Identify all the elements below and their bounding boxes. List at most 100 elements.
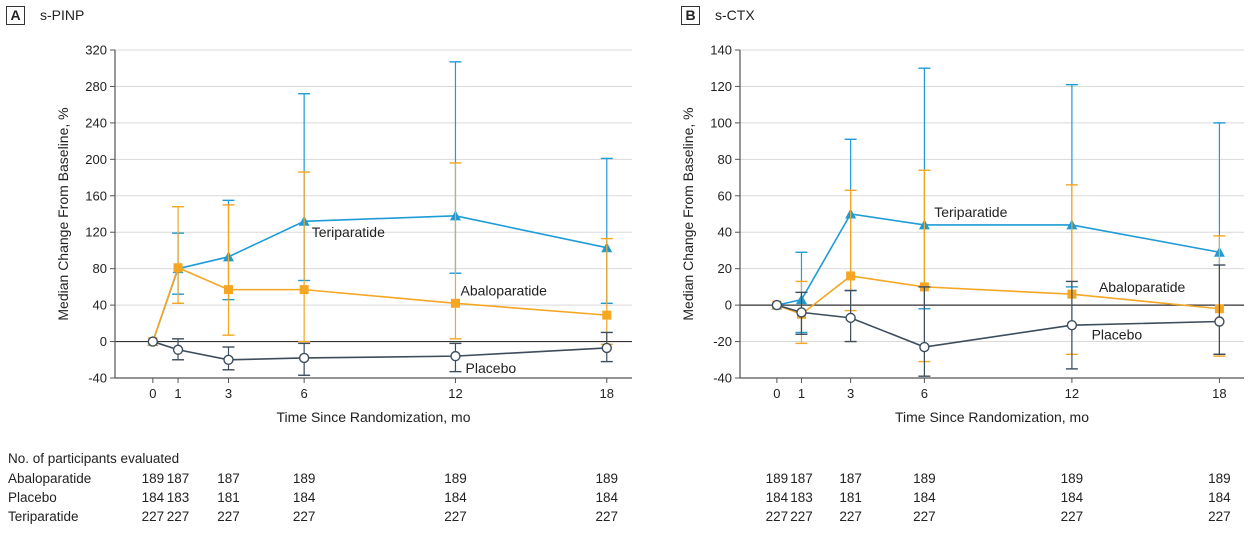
panel-letter: B (685, 7, 695, 23)
panel-title: s-PINP (40, 7, 84, 23)
x-axis-label: Time Since Randomization, mo (895, 409, 1089, 425)
table-cell-b: 189 (913, 471, 936, 486)
series-teriparatide: Teriparatide (147, 61, 613, 347)
table-cell-b: 227 (766, 509, 789, 524)
x-tick-label: 1 (798, 386, 805, 401)
table-cell-a: 184 (293, 490, 316, 505)
table-row-label: Teriparatide (8, 509, 79, 524)
series-label-teriparatide: Teriparatide (312, 224, 385, 240)
series-line-teriparatide (776, 213, 1220, 306)
table-cell-a: 187 (167, 471, 190, 486)
y-tick-label: 80 (718, 152, 732, 167)
panel-letter: A (10, 7, 20, 23)
table-row-label: Abaloparatide (8, 471, 91, 486)
table-cell-a: 184 (444, 490, 467, 505)
table-cell-b: 227 (1061, 509, 1084, 524)
x-tick-label: 12 (1065, 386, 1079, 401)
y-tick-label: 100 (710, 115, 732, 130)
x-tick-label: 12 (448, 386, 462, 401)
table-cell-b: 227 (1208, 509, 1231, 524)
table-cell-b: 227 (913, 509, 936, 524)
table-cell-b: 189 (1061, 471, 1084, 486)
marker-placebo (771, 299, 783, 311)
series-placebo: Placebo (147, 331, 613, 376)
table-cell-a: 227 (293, 509, 316, 524)
marker-abaloparatide (299, 285, 309, 295)
x-tick-label: 6 (301, 386, 308, 401)
table-cell-a: 189 (293, 471, 316, 486)
table-cell-b: 189 (1208, 471, 1231, 486)
y-tick-label: -40 (713, 371, 732, 386)
y-tick-label: 40 (718, 225, 732, 240)
y-axis-label: Median Change From Baseline, % (680, 107, 696, 320)
series-abaloparatide: Abaloparatide (148, 162, 613, 347)
table-cell-a: 227 (596, 509, 619, 524)
y-tick-label: 240 (85, 115, 107, 130)
y-tick-label: 40 (93, 298, 107, 313)
marker-placebo (796, 307, 807, 318)
table-cell-b: 184 (1208, 490, 1231, 505)
x-tick-label: 6 (921, 386, 928, 401)
series-label-abaloparatide: Abaloparatide (461, 283, 548, 299)
series-teriparatide: Teriparatide (771, 67, 1226, 356)
series-label-placebo: Placebo (466, 360, 517, 376)
table-cell-b: 184 (1061, 490, 1084, 505)
marker-abaloparatide (450, 298, 460, 308)
x-tick-label: 0 (149, 386, 156, 401)
table-cell-a: 183 (167, 490, 190, 505)
table-cell-a: 227 (217, 509, 240, 524)
table-heading: No. of participants evaluated (8, 451, 179, 466)
panel-title: s-CTX (715, 7, 755, 23)
y-tick-label: 160 (85, 188, 107, 203)
y-tick-label: 60 (718, 188, 732, 203)
x-tick-label: 3 (225, 386, 232, 401)
marker-placebo (450, 350, 461, 362)
marker-abaloparatide (602, 310, 612, 320)
y-tick-label: 120 (85, 225, 107, 240)
table-cell-a: 187 (217, 471, 240, 486)
marker-placebo (298, 352, 310, 364)
table-cell-a: 227 (444, 509, 467, 524)
y-tick-label: 0 (725, 298, 732, 313)
marker-placebo (919, 341, 930, 353)
table-cell-a: 189 (142, 471, 165, 486)
table-cell-a: 189 (596, 471, 619, 486)
marker-placebo (172, 344, 184, 355)
y-tick-label: 200 (85, 152, 107, 167)
table-cell-a: 227 (167, 509, 190, 524)
marker-placebo (845, 312, 856, 324)
y-tick-label: 20 (718, 261, 732, 276)
series-label-teriparatide: Teriparatide (934, 204, 1007, 220)
series-label-placebo: Placebo (1092, 326, 1143, 342)
y-tick-label: -20 (713, 334, 732, 349)
marker-placebo (223, 354, 234, 365)
series-line-placebo (152, 340, 607, 361)
table-row-label: Placebo (8, 490, 57, 505)
table-cell-b: 189 (766, 471, 789, 486)
marker-abaloparatide (846, 271, 856, 281)
table-cell-a: 189 (444, 471, 467, 486)
panel-letter-box (6, 6, 25, 25)
y-axis-label: Median Change From Baseline, % (55, 107, 71, 320)
y-tick-label: 80 (93, 261, 107, 276)
y-tick-label: -40 (88, 371, 107, 386)
table-cell-b: 183 (790, 490, 813, 505)
table-cell-b: 181 (839, 490, 862, 505)
marker-abaloparatide (173, 263, 183, 273)
table-cell-a: 184 (142, 490, 165, 505)
y-tick-label: 320 (85, 43, 107, 58)
panel-letter-box (681, 6, 700, 25)
table-cell-b: 187 (790, 471, 813, 486)
marker-placebo (147, 336, 159, 347)
table-cell-b: 184 (913, 490, 936, 505)
series-line-placebo (776, 304, 1220, 348)
marker-placebo (1214, 316, 1225, 327)
table-cell-a: 227 (142, 509, 165, 524)
table-cell-b: 227 (839, 509, 862, 524)
